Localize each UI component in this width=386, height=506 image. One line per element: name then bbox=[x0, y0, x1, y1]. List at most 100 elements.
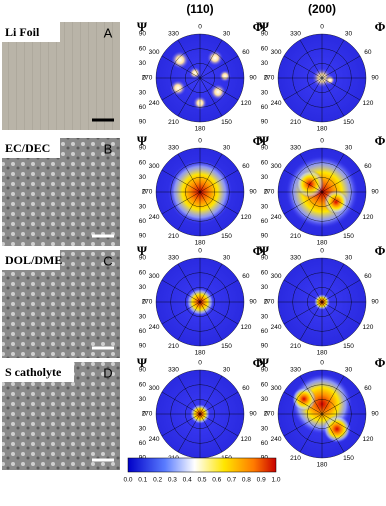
grid-spoke bbox=[299, 153, 323, 193]
psi-tick: 60 bbox=[261, 104, 269, 111]
grid-spoke bbox=[283, 55, 323, 79]
grid-spoke bbox=[199, 153, 223, 193]
phi-tick: 30 bbox=[345, 31, 353, 38]
colorbar-tick: 0.9 bbox=[257, 477, 266, 484]
phi-tick: 60 bbox=[364, 163, 372, 170]
phi-tick: 210 bbox=[168, 233, 179, 240]
grid-spoke bbox=[321, 301, 345, 341]
psi-tick: 30 bbox=[261, 89, 269, 96]
psi-tick: 30 bbox=[139, 89, 147, 96]
phi-tick: 330 bbox=[290, 145, 301, 152]
phi-tick: 60 bbox=[242, 273, 250, 280]
phi-tick: 270 bbox=[142, 299, 153, 306]
psi-tick: 0 bbox=[264, 411, 268, 418]
psi-tick: 30 bbox=[261, 284, 269, 291]
phi-tick: 180 bbox=[195, 240, 206, 247]
row-label: DOL/DME bbox=[5, 253, 62, 267]
grid-spoke bbox=[177, 413, 201, 453]
grid-spoke bbox=[199, 301, 239, 325]
grid-spoke bbox=[199, 263, 223, 303]
phi-tick: 300 bbox=[271, 273, 282, 280]
row-label: Li Foil bbox=[5, 25, 40, 39]
grid-spoke bbox=[283, 169, 323, 193]
phi-tick: 30 bbox=[345, 255, 353, 262]
grid-spoke bbox=[283, 77, 323, 101]
grid-spoke bbox=[161, 413, 201, 437]
phi-tick: 240 bbox=[149, 214, 160, 221]
grid-spoke bbox=[177, 39, 201, 79]
grid-spoke bbox=[199, 301, 223, 341]
phi-symbol: Φ bbox=[375, 355, 386, 370]
grid-spoke bbox=[321, 191, 345, 231]
intensity bbox=[210, 84, 226, 100]
grid-spoke bbox=[199, 279, 239, 303]
grid-spoke bbox=[161, 55, 201, 79]
grid-spoke bbox=[161, 191, 201, 215]
phi-tick: 270 bbox=[142, 411, 153, 418]
grid-spoke bbox=[299, 301, 323, 341]
phi-tick: 120 bbox=[362, 436, 373, 443]
psi-tick: 0 bbox=[264, 75, 268, 82]
phi-tick: 90 bbox=[371, 75, 379, 82]
psi-tick: 90 bbox=[261, 255, 269, 262]
psi-symbol: Ψ bbox=[137, 243, 148, 258]
colorbar-tick: 0.3 bbox=[168, 477, 177, 484]
phi-tick: 120 bbox=[362, 100, 373, 107]
grid-spoke bbox=[299, 77, 323, 117]
colorbar bbox=[127, 457, 277, 473]
psi-symbol: Ψ bbox=[259, 133, 270, 148]
psi-tick: 30 bbox=[261, 313, 269, 320]
phi-tick: 210 bbox=[290, 233, 301, 240]
panel-letter: C bbox=[103, 253, 112, 268]
phi-tick: 150 bbox=[343, 233, 354, 240]
phi-tick: 210 bbox=[168, 119, 179, 126]
phi-tick: 270 bbox=[264, 189, 275, 196]
grid-spoke bbox=[161, 391, 201, 415]
intensity bbox=[325, 75, 335, 85]
colorbar-tick: 0.4 bbox=[183, 477, 192, 484]
grid-spoke bbox=[299, 375, 323, 415]
phi-tick: 90 bbox=[371, 189, 379, 196]
intensity bbox=[189, 67, 201, 79]
psi-tick: 30 bbox=[139, 60, 147, 67]
grid-spoke bbox=[321, 263, 345, 303]
psi-tick: 90 bbox=[139, 31, 147, 38]
phi-tick: 330 bbox=[168, 255, 179, 262]
grid-spoke bbox=[321, 413, 361, 437]
phi-tick: 330 bbox=[168, 367, 179, 374]
phi-tick: 240 bbox=[149, 436, 160, 443]
phi-tick: 90 bbox=[249, 411, 257, 418]
phi-symbol: Φ bbox=[253, 133, 264, 148]
panel-letter: B bbox=[104, 141, 113, 156]
grid-spoke bbox=[161, 279, 201, 303]
psi-tick: 60 bbox=[261, 328, 269, 335]
phi-tick: 270 bbox=[264, 75, 275, 82]
psi-tick: 60 bbox=[139, 159, 147, 166]
grid-spoke bbox=[199, 413, 223, 453]
colorbar-tick: 0.0 bbox=[123, 477, 132, 484]
grid-spoke bbox=[199, 55, 239, 79]
psi-tick: 30 bbox=[261, 425, 269, 432]
grid-spoke bbox=[199, 169, 239, 193]
phi-symbol: Φ bbox=[253, 355, 264, 370]
psi-tick: 60 bbox=[139, 269, 147, 276]
grid-spoke bbox=[321, 191, 361, 215]
colorbar-tick: 0.5 bbox=[197, 477, 206, 484]
psi-tick: 30 bbox=[139, 203, 147, 210]
intensity bbox=[171, 51, 189, 69]
colorbar-tick: 0.8 bbox=[242, 477, 251, 484]
phi-tick: 150 bbox=[343, 455, 354, 462]
phi-tick: 120 bbox=[240, 100, 251, 107]
phi-tick: 0 bbox=[320, 360, 324, 367]
colorbar-tick: 0.1 bbox=[138, 477, 147, 484]
psi-tick: 0 bbox=[142, 75, 146, 82]
psi-tick: 60 bbox=[139, 45, 147, 52]
colorbar-tick: 0.2 bbox=[153, 477, 162, 484]
pole-figure: ΨΦ90603003060900306090120150180210240270… bbox=[137, 355, 264, 469]
phi-tick: 300 bbox=[271, 385, 282, 392]
label-bg bbox=[2, 22, 60, 42]
phi-tick: 0 bbox=[320, 248, 324, 255]
phi-tick: 0 bbox=[198, 248, 202, 255]
